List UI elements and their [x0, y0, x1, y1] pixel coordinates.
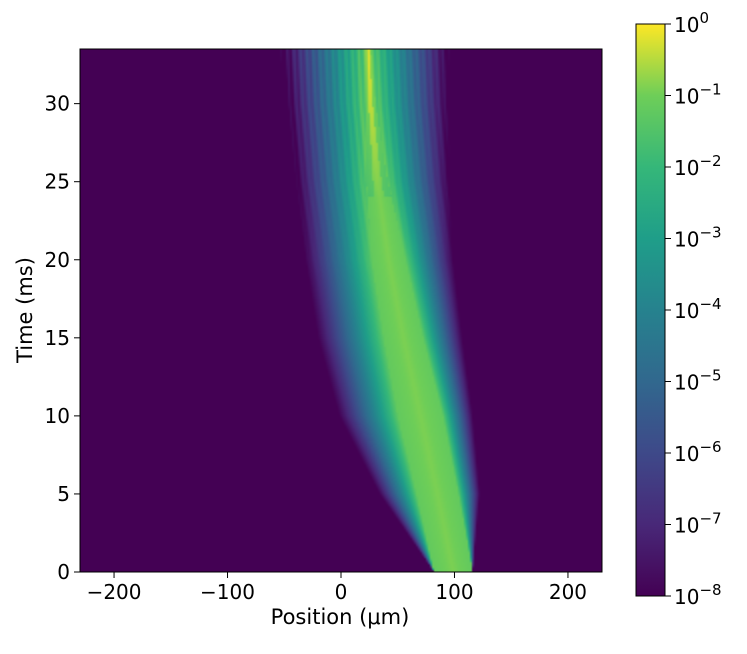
colorbar-tick-label: 10−6	[674, 438, 722, 466]
x-tick-label: 200	[549, 580, 587, 604]
y-axis-label: Time (ms)	[13, 257, 37, 364]
heatmap-area	[80, 49, 602, 572]
colorbar-tick-label: 10−5	[674, 367, 722, 395]
y-tick-label: 30	[45, 92, 70, 116]
x-tick-label: −200	[87, 580, 142, 604]
y-tick-label: 10	[45, 404, 70, 428]
y-tick-label: 15	[45, 326, 70, 350]
x-tick-label: 0	[335, 580, 348, 604]
x-axis-label: Position (μm)	[271, 605, 410, 629]
colorbar-tick-label: 10−4	[674, 295, 722, 323]
y-axis-ticks: 0 5 10 15 20 25 30	[45, 92, 80, 584]
y-tick-label: 0	[57, 560, 70, 584]
colorbar: 10−8 10−7 10−6 10−5 10−4 10−3 10−2 10−1 100	[635, 9, 722, 609]
x-tick-label: −100	[200, 580, 255, 604]
colorbar-tick-label: 100	[674, 9, 709, 37]
y-tick-label: 5	[57, 482, 70, 506]
y-tick-label: 20	[45, 248, 70, 272]
colorbar-ticks: 10−8 10−7 10−6 10−5 10−4 10−3 10−2 10−1 100	[665, 9, 722, 609]
colorbar-gradient	[636, 24, 665, 596]
colorbar-tick-label: 10−1	[674, 81, 722, 109]
x-tick-label: 100	[435, 580, 473, 604]
x-axis-ticks: −200 −100 0 100 200	[87, 572, 587, 604]
y-tick-label: 25	[45, 170, 70, 194]
colorbar-tick-label: 10−3	[674, 224, 722, 252]
colorbar-tick-label: 10−7	[674, 510, 722, 538]
colorbar-tick-label: 10−8	[674, 581, 722, 609]
colorbar-tick-label: 10−2	[674, 152, 722, 180]
heatmap-image	[80, 49, 602, 572]
